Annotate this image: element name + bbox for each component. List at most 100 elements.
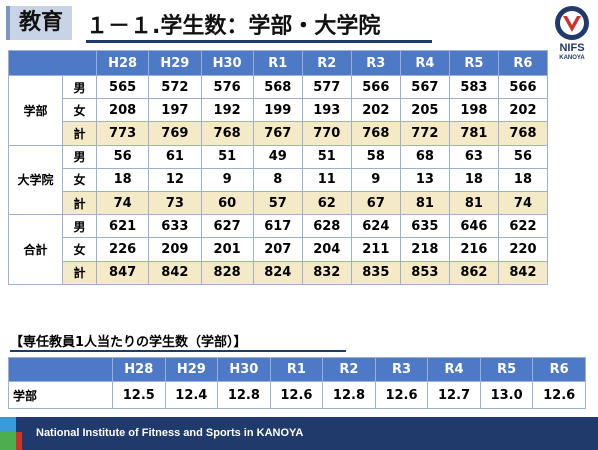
table-cell: 9 <box>200 167 254 192</box>
row-category-label: 男 <box>62 74 97 100</box>
table-cell: 208 <box>95 98 150 123</box>
ratio-cell: 12.6 <box>374 381 429 409</box>
table-row: 計 773 769 768 767 770 768 772 781 768 <box>9 121 549 146</box>
table-cell: 51 <box>200 144 254 169</box>
table-cell: 218 <box>399 237 450 262</box>
table-cell: 8 <box>252 167 303 192</box>
ratio-cell: 13.0 <box>479 381 534 409</box>
year-header: R1 <box>252 50 303 76</box>
table-cell: 74 <box>497 190 549 216</box>
table-cell: 617 <box>252 214 303 239</box>
ratio-header-row: H28 H29 H30 R1 R2 R3 R4 R5 R6 <box>8 357 586 382</box>
table-cell: 56 <box>497 144 549 169</box>
table-cell: 62 <box>301 190 352 216</box>
table-cell: 781 <box>448 121 499 146</box>
table-cell: 63 <box>448 144 499 169</box>
year-header: R3 <box>350 50 401 76</box>
table-cell: 770 <box>301 121 352 146</box>
table-cell: 216 <box>448 237 499 262</box>
header-blank <box>8 50 97 76</box>
table-cell: 202 <box>497 98 549 123</box>
table-cell: 565 <box>95 74 150 100</box>
table-cell: 577 <box>301 74 352 100</box>
title-underline <box>86 40 432 43</box>
table-cell: 842 <box>497 260 549 285</box>
table-cell: 566 <box>497 74 549 100</box>
ratio-cell: 12.8 <box>217 381 271 409</box>
table-cell: 633 <box>148 214 202 239</box>
footer-bar <box>0 417 598 450</box>
row-category-label: 女 <box>62 237 97 262</box>
year-header: H28 <box>112 357 166 382</box>
table-cell: 768 <box>497 121 549 146</box>
year-header: R4 <box>399 50 450 76</box>
group-label: 学部 <box>8 75 63 146</box>
year-header: H30 <box>200 50 254 76</box>
table-cell: 61 <box>148 144 202 169</box>
table-cell: 862 <box>448 260 499 285</box>
table-cell: 568 <box>252 74 303 100</box>
table-cell: 842 <box>148 260 202 285</box>
table-cell: 828 <box>200 260 254 285</box>
table-cell: 18 <box>497 167 549 192</box>
table-cell: 853 <box>399 260 450 285</box>
table-cell: 197 <box>148 98 202 123</box>
table-row: 女 226 209 201 207 204 211 218 216 220 <box>9 237 549 262</box>
row-category-label: 男 <box>62 144 97 169</box>
group-label: 大学院 <box>8 144 63 216</box>
table-cell: 81 <box>448 190 499 216</box>
ratio-row-label: 学部 <box>8 381 113 409</box>
enrollment-table: H28 H29 H30 R1 R2 R3 R4 R5 R6 学部男 565 572 5… <box>8 50 549 285</box>
table-cell: 199 <box>252 98 303 123</box>
year-header: R4 <box>427 357 481 382</box>
year-header: R3 <box>374 357 429 382</box>
table-cell: 9 <box>350 167 401 192</box>
table-cell: 824 <box>252 260 303 285</box>
year-header: R5 <box>448 50 499 76</box>
table-cell: 205 <box>399 98 450 123</box>
year-header-row: H28 H29 H30 R1 R2 R3 R4 R5 R6 <box>8 50 549 76</box>
table-cell: 74 <box>95 190 150 216</box>
table-row: 計 74 73 60 57 62 67 81 81 74 <box>9 190 549 216</box>
table-cell: 768 <box>200 121 254 146</box>
footer-text: National Institute of Fitness and Sports… <box>36 427 304 439</box>
footer-accent-green <box>0 432 16 450</box>
table-cell: 209 <box>148 237 202 262</box>
table-cell: 60 <box>200 190 254 216</box>
table-cell: 768 <box>350 121 401 146</box>
table-cell: 635 <box>399 214 450 239</box>
group-label: 合計 <box>8 214 63 285</box>
ratio-cell: 12.5 <box>112 381 166 409</box>
table-cell: 56 <box>95 144 150 169</box>
ratio-title-underline <box>10 350 346 352</box>
table-row: 大学院男 56 61 51 49 51 58 68 63 56 <box>8 144 549 216</box>
row-category-label: 計 <box>62 121 97 146</box>
student-teacher-ratio-table: H28 H29 H30 R1 R2 R3 R4 R5 R6 学部 12.5 12… <box>8 357 586 409</box>
table-row: 計 847 842 828 824 832 835 853 862 842 <box>9 260 549 285</box>
header-blank <box>8 357 113 382</box>
table-row: 学部男 565 572 576 568 577 566 567 583 566 <box>8 74 549 146</box>
footer-accent-red <box>16 432 22 450</box>
ratio-row: 学部 12.5 12.4 12.8 12.6 12.8 12.6 12.7 13… <box>8 381 586 409</box>
logo-sub: KANOYA <box>559 55 585 61</box>
nifs-logo-icon <box>555 6 589 40</box>
table-cell: 201 <box>200 237 254 262</box>
table-cell: 621 <box>95 214 150 239</box>
table-cell: 204 <box>301 237 352 262</box>
table-cell: 192 <box>200 98 254 123</box>
table-cell: 847 <box>95 260 150 285</box>
table-cell: 773 <box>95 121 150 146</box>
table-cell: 624 <box>350 214 401 239</box>
ratio-cell: 12.6 <box>532 381 586 409</box>
table-cell: 627 <box>200 214 254 239</box>
table-cell: 769 <box>148 121 202 146</box>
logo-text: NIFS KANOYA <box>548 42 596 62</box>
row-category-label: 女 <box>62 167 97 192</box>
ratio-cell: 12.8 <box>322 381 376 409</box>
row-category-label: 計 <box>62 260 97 285</box>
table-row: 合計男 621 633 627 617 628 624 635 646 622 <box>8 214 549 285</box>
page-title: １－１.学生数：学部・大学院 <box>86 14 381 39</box>
table-cell: 58 <box>350 144 401 169</box>
ratio-cell: 12.6 <box>269 381 324 409</box>
table-row: 女 208 197 192 199 193 202 205 198 202 <box>9 98 549 123</box>
